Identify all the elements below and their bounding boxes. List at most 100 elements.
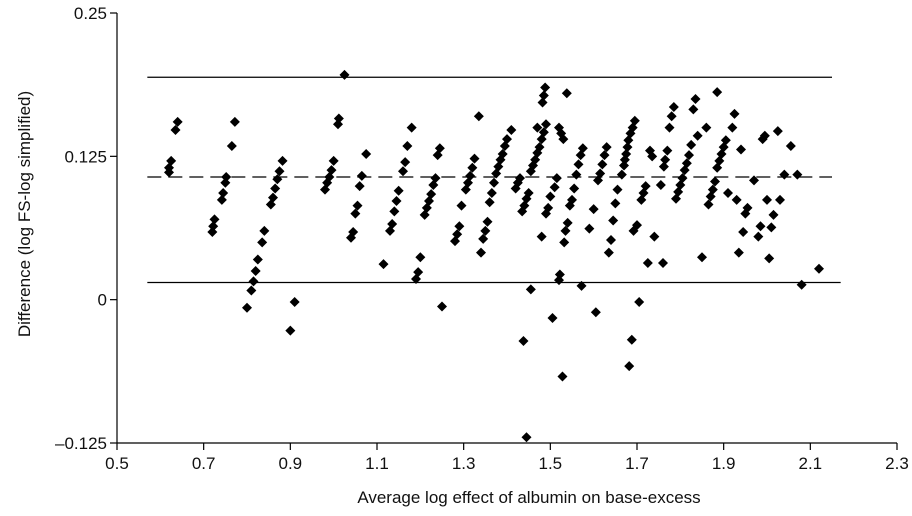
data-point bbox=[521, 432, 532, 443]
data-point bbox=[356, 170, 367, 181]
data-point bbox=[398, 166, 408, 177]
data-point bbox=[649, 231, 660, 242]
data-point bbox=[640, 181, 651, 192]
data-point bbox=[525, 284, 536, 295]
data-point bbox=[452, 229, 463, 240]
data-point bbox=[710, 176, 720, 187]
data-point bbox=[218, 188, 229, 199]
data-point bbox=[467, 162, 478, 173]
data-point bbox=[733, 247, 744, 258]
data-point bbox=[561, 88, 572, 99]
data-point bbox=[246, 285, 257, 296]
data-point bbox=[779, 169, 790, 180]
data-point bbox=[785, 141, 796, 152]
x-tick-label: 1.1 bbox=[365, 454, 389, 473]
data-point bbox=[738, 227, 749, 238]
data-point bbox=[796, 279, 807, 290]
data-point bbox=[666, 111, 677, 122]
data-point bbox=[270, 183, 281, 194]
data-point bbox=[759, 130, 770, 141]
data-point bbox=[400, 157, 411, 168]
data-point bbox=[348, 227, 359, 238]
data-point bbox=[277, 155, 288, 166]
data-point bbox=[622, 142, 633, 153]
data-point bbox=[560, 225, 571, 236]
data-point bbox=[339, 69, 350, 80]
data-point bbox=[482, 216, 493, 227]
data-point bbox=[723, 188, 733, 199]
data-point bbox=[814, 263, 824, 274]
data-point bbox=[538, 90, 549, 101]
data-point bbox=[426, 189, 437, 200]
data-point bbox=[712, 87, 723, 98]
data-point bbox=[454, 221, 465, 232]
data-point bbox=[326, 165, 337, 176]
data-point bbox=[621, 149, 632, 160]
data-point bbox=[209, 214, 220, 225]
data-point bbox=[610, 198, 621, 209]
data-point bbox=[257, 237, 268, 248]
data-point bbox=[720, 135, 731, 146]
data-point bbox=[506, 124, 517, 135]
data-point bbox=[677, 173, 688, 184]
data-point bbox=[557, 371, 568, 382]
data-point bbox=[626, 334, 637, 345]
data-point bbox=[226, 141, 237, 152]
x-tick-label: 0.7 bbox=[192, 454, 216, 473]
x-tick-label: 1.3 bbox=[452, 454, 476, 473]
data-point bbox=[532, 122, 543, 133]
x-tick-label: 2.3 bbox=[885, 454, 909, 473]
data-point bbox=[655, 180, 666, 190]
data-point bbox=[701, 122, 712, 133]
data-point bbox=[541, 119, 551, 130]
data-point bbox=[576, 280, 587, 291]
data-point bbox=[259, 225, 270, 236]
data-point bbox=[536, 231, 547, 242]
data-point bbox=[415, 252, 426, 263]
data-point bbox=[749, 175, 759, 186]
data-point bbox=[434, 143, 445, 154]
data-point bbox=[393, 185, 404, 196]
data-point bbox=[629, 115, 640, 126]
y-tick-label: 0.125 bbox=[64, 147, 107, 166]
data-point bbox=[543, 202, 554, 213]
data-point bbox=[391, 196, 402, 207]
axes bbox=[116, 13, 897, 444]
data-point bbox=[354, 181, 365, 192]
data-point bbox=[766, 222, 777, 233]
data-point bbox=[172, 116, 183, 127]
data-point bbox=[624, 361, 635, 372]
x-tick-label: 0.9 bbox=[279, 454, 303, 473]
data-point bbox=[484, 197, 495, 208]
data-point bbox=[681, 158, 692, 169]
data-point bbox=[285, 325, 296, 336]
data-point bbox=[684, 150, 694, 161]
data-point bbox=[690, 94, 701, 104]
data-point bbox=[402, 141, 413, 152]
data-point bbox=[387, 218, 398, 229]
data-point bbox=[166, 155, 177, 166]
data-point bbox=[697, 252, 707, 263]
data-point bbox=[473, 111, 484, 122]
data-point bbox=[558, 134, 569, 145]
data-point bbox=[573, 159, 584, 170]
data-point bbox=[540, 82, 551, 93]
data-point bbox=[599, 150, 610, 161]
data-point bbox=[480, 225, 491, 236]
data-point bbox=[668, 102, 679, 113]
ticks: –0.125 0 0.125 0.25 0.5 0.7 0.9 1.1 1.3 1.5 1.7 1.9… bbox=[55, 4, 909, 473]
data-point bbox=[755, 221, 766, 232]
data-point bbox=[272, 174, 283, 185]
data-point bbox=[216, 194, 227, 205]
data-point bbox=[333, 113, 344, 124]
data-point bbox=[660, 154, 671, 165]
data-point bbox=[562, 217, 573, 228]
data-point bbox=[569, 183, 580, 194]
data-point bbox=[658, 257, 668, 268]
data-point bbox=[603, 247, 614, 258]
y-tick-label: 0.25 bbox=[74, 4, 107, 23]
data-point bbox=[597, 159, 608, 170]
data-point bbox=[289, 296, 300, 307]
data-point bbox=[469, 153, 480, 164]
